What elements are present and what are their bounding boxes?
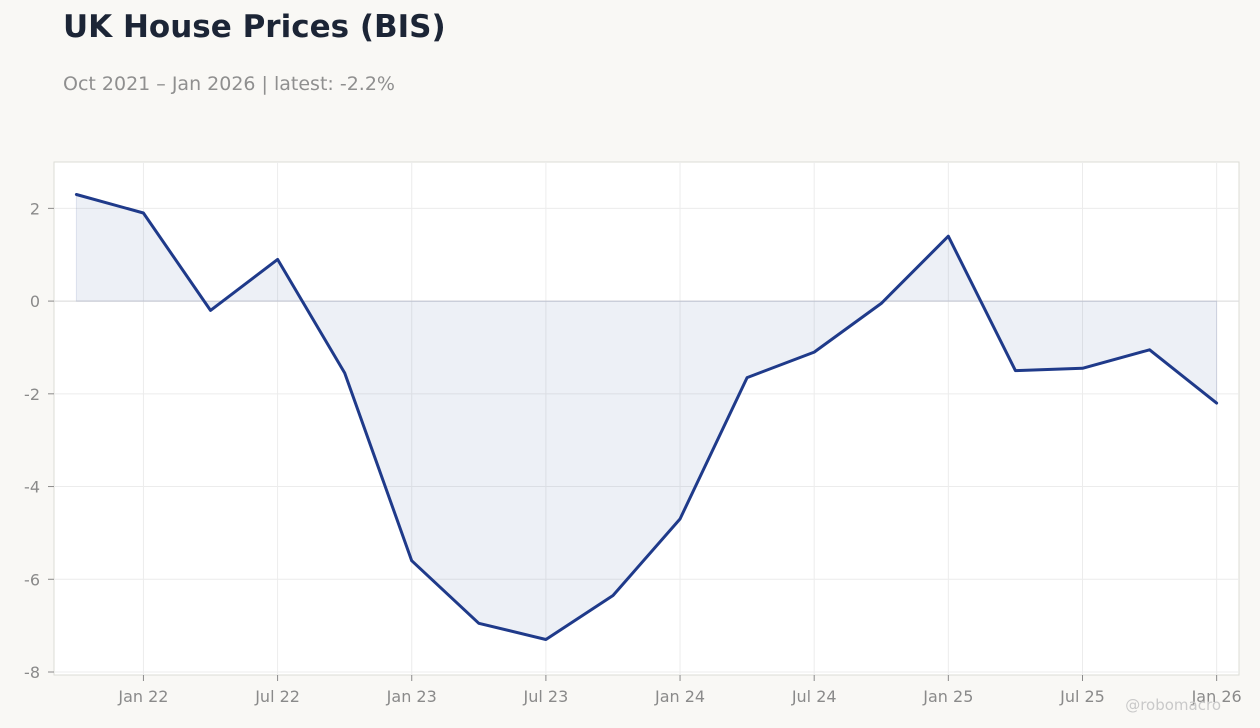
y-tick-label: -4: [24, 478, 40, 497]
x-tick-label: Jul 25: [1059, 687, 1105, 706]
y-tick-label: 0: [30, 292, 40, 311]
data-point: [74, 193, 78, 197]
data-point: [812, 350, 816, 354]
y-tick-label: 2: [30, 199, 40, 218]
y-tick-label: -6: [24, 570, 40, 589]
x-tick-label: Jul 23: [523, 687, 569, 706]
data-point: [879, 301, 883, 305]
data-point: [611, 594, 615, 598]
series-line: [74, 193, 1219, 641]
y-axis: 2 0 -2 -4 -6 -8: [24, 199, 54, 682]
data-point: [678, 517, 682, 521]
x-tick-label: Jan 23: [386, 687, 437, 706]
x-tick-label: Jul 24: [791, 687, 837, 706]
x-tick-label: Jul 22: [254, 687, 300, 706]
plot-panel: [53, 161, 1240, 676]
data-point: [745, 376, 749, 380]
data-point: [1081, 366, 1085, 370]
x-tick-label: Jan 26: [1191, 687, 1242, 706]
data-point: [209, 308, 213, 312]
y-tick-label: -2: [24, 385, 40, 404]
chart-title: UK House Prices (BIS): [63, 9, 446, 45]
data-point: [343, 371, 347, 375]
data-point: [410, 559, 414, 563]
data-point: [1215, 401, 1219, 405]
y-tick-label: -8: [24, 663, 40, 682]
data-point: [477, 621, 481, 625]
data-point: [1013, 369, 1017, 373]
x-tick-label: Jan 25: [922, 687, 973, 706]
data-point: [1148, 348, 1152, 352]
x-tick-label: Jan 24: [654, 687, 705, 706]
data-point: [544, 638, 548, 642]
data-point: [141, 211, 145, 215]
data-point: [946, 234, 950, 238]
x-axis: Jan 22 Jul 22 Jan 23 Jul 23 Jan 24 Jul 24 Jan …: [117, 675, 1242, 706]
x-tick-label: Jan 22: [117, 687, 168, 706]
chart-subtitle: Oct 2021 – Jan 2026 | latest: -2.2%: [63, 73, 395, 95]
watermark: @robomacro: [1125, 696, 1221, 714]
data-point: [276, 257, 280, 261]
